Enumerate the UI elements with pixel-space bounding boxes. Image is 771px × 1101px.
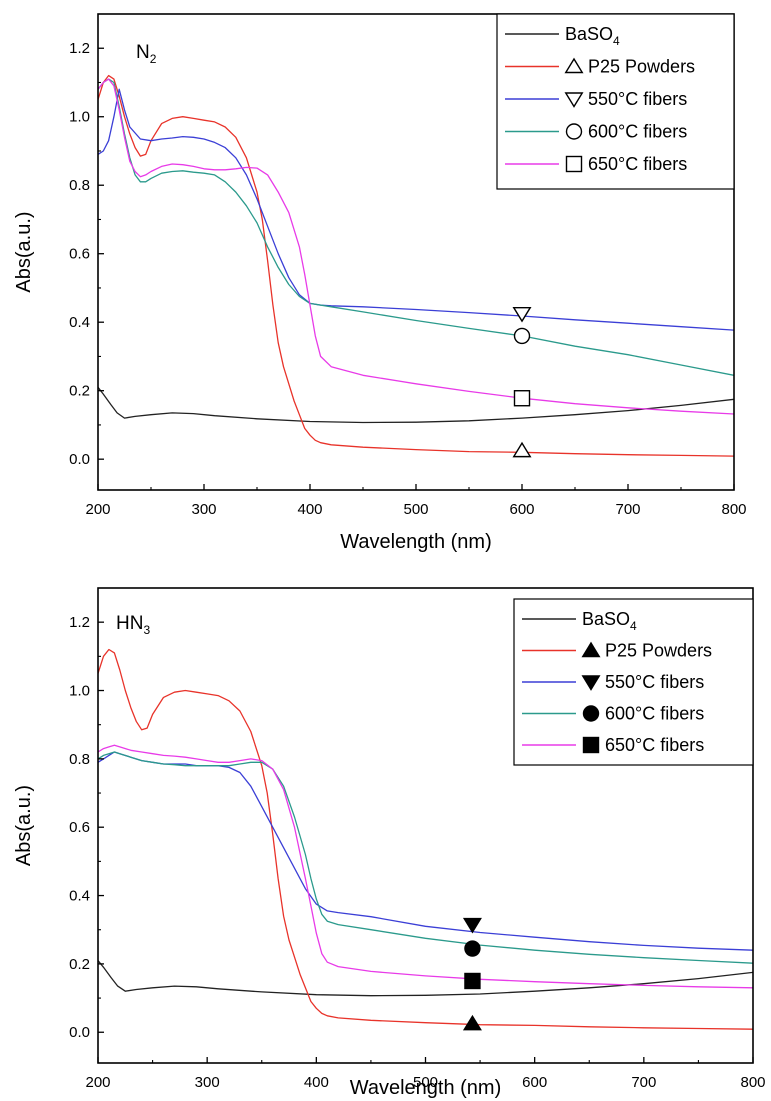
x-tick-label: 500 xyxy=(413,1074,438,1091)
data-marker-1 xyxy=(462,1014,482,1031)
series-line-3 xyxy=(98,751,753,964)
y-tick-label: 0.2 xyxy=(69,956,90,973)
series-line-3 xyxy=(98,78,734,376)
series-line-4 xyxy=(98,78,734,415)
legend-subscript: 4 xyxy=(630,619,637,633)
legend-marker-1 xyxy=(564,57,584,74)
chart-panel-2: 200 300 400 500 600 700 800 0.0 0.2 0.4 0.6 0.8 1.0 1… xyxy=(13,587,766,1099)
legend-marker-2 xyxy=(564,92,584,108)
legend-label-1: P25 Powders xyxy=(588,57,695,77)
y-tick-label: 0.4 xyxy=(69,888,90,905)
data-marker-2 xyxy=(512,306,532,323)
x-tick-label: 800 xyxy=(740,1074,765,1091)
legend-label-2: 550°C fibers xyxy=(588,89,687,109)
y-tick-label: 0.6 xyxy=(69,819,90,836)
x-tick-label: 700 xyxy=(615,501,640,518)
legend-label-4: 650°C fibers xyxy=(605,735,704,755)
series-line-2 xyxy=(98,88,734,331)
data-marker-3 xyxy=(464,940,481,957)
x-tick-label: 500 xyxy=(403,501,428,518)
series-lines xyxy=(98,74,734,457)
y-tick-label: 0.0 xyxy=(69,451,90,468)
y-tick-label: 0.2 xyxy=(69,383,90,400)
x-tick-label: 600 xyxy=(522,1074,547,1091)
annotation-subscript: 3 xyxy=(143,623,150,637)
y-tick-label: 0.8 xyxy=(69,177,90,194)
legend-label-1: P25 Powders xyxy=(605,641,712,661)
x-tick-label: 400 xyxy=(304,1074,329,1091)
legend-label-4: 650°C fibers xyxy=(588,154,687,174)
annotation-subscript: 2 xyxy=(150,52,157,66)
y-axis-label: Abs(a.u.) xyxy=(13,785,35,866)
data-marker-4 xyxy=(464,972,481,990)
x-tick-label: 200 xyxy=(85,501,110,518)
y-axis-label: Abs(a.u.) xyxy=(13,211,35,292)
legend-label-3: 600°C fibers xyxy=(605,704,704,724)
y-tick-label: 0.8 xyxy=(69,751,90,768)
x-axis-label: Wavelength (nm) xyxy=(350,1077,502,1099)
legend-marker-4 xyxy=(565,155,583,173)
series-line-4 xyxy=(98,744,753,989)
x-tick-label: 300 xyxy=(195,1074,220,1091)
legend-marker-4 xyxy=(582,736,600,754)
legend-label-2: 550°C fibers xyxy=(605,672,704,692)
legend-subscript: 4 xyxy=(613,34,620,48)
legend-marker-2 xyxy=(581,675,601,691)
x-tick-label: 300 xyxy=(191,501,216,518)
series-line-0 xyxy=(98,960,753,997)
y-tick-label: 0.6 xyxy=(69,246,90,263)
data-marker-2 xyxy=(462,917,482,934)
x-tick-label: 700 xyxy=(631,1074,656,1091)
data-marker-1 xyxy=(512,441,532,458)
y-tick-label: 0.0 xyxy=(69,1024,90,1041)
legend-marker-1 xyxy=(581,641,601,658)
y-tick-label: 1.0 xyxy=(69,683,90,700)
series-lines xyxy=(98,648,753,1030)
legend-marker-3 xyxy=(582,705,600,722)
x-tick-label: 800 xyxy=(721,501,746,518)
atmosphere-annotation: HN3 xyxy=(116,613,150,637)
atmosphere-annotation: N2 xyxy=(136,42,157,66)
y-tick-label: 1.2 xyxy=(69,614,90,631)
series-line-1 xyxy=(98,648,753,1030)
data-marker-4 xyxy=(513,390,531,407)
x-axis-label: Wavelength (nm) xyxy=(340,531,492,553)
x-tick-label: 600 xyxy=(509,501,534,518)
x-tick-label: 400 xyxy=(297,501,322,518)
y-tick-label: 1.2 xyxy=(69,40,90,57)
series-line-0 xyxy=(98,386,734,424)
series-line-2 xyxy=(98,751,753,951)
legend-box xyxy=(496,13,735,190)
y-tick-label: 0.4 xyxy=(69,314,90,331)
legend-marker-3 xyxy=(565,123,583,140)
data-marker-3 xyxy=(513,327,531,345)
x-tick-label: 200 xyxy=(85,1074,110,1091)
y-tick-label: 1.0 xyxy=(69,109,90,126)
chart-panel-1: 200 300 400 500 600 700 800 0.0 0.2 0.4 0.6 0.8 1.0 1… xyxy=(13,13,747,553)
legend-label-3: 600°C fibers xyxy=(588,122,687,142)
